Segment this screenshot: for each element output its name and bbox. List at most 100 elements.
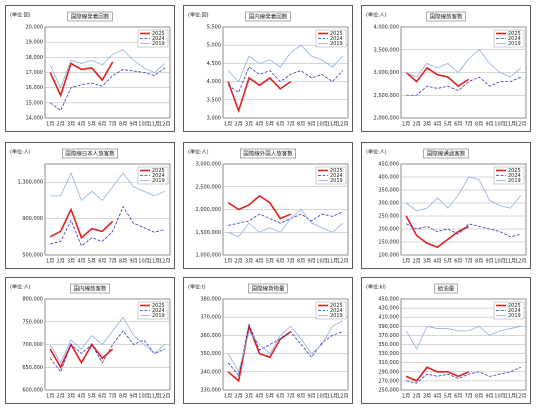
x-tick-label: 3月 (67, 259, 75, 265)
legend-label: 2024 (330, 308, 343, 314)
x-tick-label: 1月 (224, 394, 232, 400)
legend-label: 2025 (330, 303, 343, 309)
x-tick-label: 12月 (159, 122, 170, 128)
legend-label: 2024 (152, 173, 165, 179)
x-tick-label: 5月 (88, 122, 96, 128)
unit-label: (単位:人) (188, 149, 209, 156)
x-tick-label: 11月 (505, 259, 516, 265)
x-tick-label: 8月 (297, 122, 305, 128)
x-tick-label: 6月 (454, 394, 462, 400)
y-tick-label: 16,000 (26, 85, 44, 91)
y-tick-label: 4,000,000 (374, 25, 399, 31)
series-line (50, 172, 165, 202)
y-tick-label: 15,000 (26, 100, 44, 106)
x-tick-label: 8月 (297, 394, 305, 400)
series-line (50, 205, 165, 247)
x-tick-label: 4月 (77, 122, 85, 128)
x-tick-label: 3月 (67, 394, 75, 400)
series-line (49, 342, 114, 369)
x-tick-label: 5月 (444, 394, 452, 400)
y-tick-label: 310,000 (378, 360, 399, 366)
legend-label: 2025 (508, 31, 521, 37)
chart-panel: (単位:回) 国内線発着回数 3,000 3,500 4,000 4,500 5,000 5,… (183, 5, 353, 132)
y-tick-label: 330,000 (378, 351, 399, 357)
x-tick-label: 11月 (327, 122, 338, 128)
x-tick-label: 7月 (465, 122, 473, 128)
series-line (49, 67, 166, 112)
y-tick-label: 2,000,000 (374, 116, 399, 122)
series-line (49, 61, 114, 98)
chart-title: 国際線貨物量 (251, 284, 285, 292)
x-tick-label: 5月 (88, 259, 96, 265)
legend-label: 2025 (330, 168, 343, 174)
x-tick-label: 11月 (505, 122, 516, 128)
x-tick-label: 3月 (245, 122, 253, 128)
x-tick-label: 5月 (444, 259, 452, 265)
series-line (406, 223, 521, 238)
x-tick-label: 12月 (159, 259, 170, 265)
unit-label: (単位:人) (366, 149, 387, 156)
y-tick-label: 370,000 (378, 333, 399, 339)
x-tick-label: 10月 (494, 259, 505, 265)
x-tick-label: 8月 (297, 259, 305, 265)
x-tick-label: 2月 (235, 122, 243, 128)
legend-label: 2024 (508, 308, 521, 314)
x-tick-label: 12月 (515, 122, 526, 128)
x-tick-label: 10月 (494, 122, 505, 128)
x-tick-label: 4月 (433, 122, 441, 128)
chart-panel: (単位:人) 国際線通過客数 100,000 150,000 200,000 250,00… (361, 142, 531, 269)
x-tick-label: 1月 (402, 122, 410, 128)
x-tick-label: 1月 (402, 259, 410, 265)
x-tick-label: 9月 (485, 122, 493, 128)
x-tick-label: 2月 (235, 259, 243, 265)
x-tick-label: 10月 (494, 394, 505, 400)
y-tick-label: 5,000 (207, 43, 221, 49)
x-tick-label: 2月 (413, 394, 421, 400)
y-tick-label: 100,000 (378, 253, 399, 259)
series-line (49, 330, 165, 373)
title-box (426, 11, 466, 22)
legend-label: 2025 (330, 31, 343, 37)
x-tick-label: 6月 (454, 122, 462, 128)
x-tick-label: 1月 (402, 394, 410, 400)
chart-panel: (単位:人) 国際線旅客数 2,000,000 2,500,000 3,000,000 3… (361, 5, 531, 132)
x-tick-label: 9月 (307, 394, 315, 400)
y-tick-label: 350,000 (378, 342, 399, 348)
legend-label: 2019 (330, 178, 343, 184)
x-tick-label: 1月 (46, 122, 54, 128)
title-box (70, 283, 110, 294)
legend-label: 2019 (152, 178, 165, 184)
y-tick-label: 250,000 (378, 214, 399, 220)
y-tick-label: 270,000 (378, 378, 399, 384)
x-tick-label: 10月 (138, 122, 149, 128)
legend-label: 2019 (508, 41, 521, 47)
x-tick-label: 10月 (316, 394, 327, 400)
y-tick-label: 4,000 (207, 79, 221, 85)
x-tick-label: 10月 (316, 122, 327, 128)
x-tick-label: 11月 (149, 394, 160, 400)
y-tick-label: 17,000 (26, 70, 44, 76)
chart-title: 国際線通過客数 (427, 149, 466, 157)
x-tick-label: 8月 (475, 259, 483, 265)
chart-title: 国際線日本人旅客数 (65, 149, 115, 157)
legend-label: 2024 (508, 36, 521, 42)
chart-panel: (単位:回) 国際線発着回数 14,000 15,000 16,000 17,000 18,… (5, 5, 175, 132)
series-line (227, 66, 344, 94)
x-tick-label: 7月 (109, 394, 117, 400)
legend-label: 2024 (330, 173, 343, 179)
series-line (405, 176, 522, 212)
y-tick-label: 800,000 (22, 297, 43, 303)
x-tick-label: 4月 (433, 394, 441, 400)
x-tick-label: 2月 (57, 122, 65, 128)
x-tick-label: 9月 (129, 394, 137, 400)
x-tick-label: 2月 (57, 259, 65, 265)
x-tick-label: 3月 (245, 394, 253, 400)
x-tick-label: 8月 (475, 394, 483, 400)
x-tick-label: 10月 (138, 394, 149, 400)
y-tick-label: 450,000 (378, 297, 399, 303)
x-tick-label: 9月 (129, 122, 137, 128)
x-tick-label: 3月 (423, 394, 431, 400)
x-tick-label: 11月 (149, 122, 160, 128)
x-tick-label: 2月 (413, 122, 421, 128)
